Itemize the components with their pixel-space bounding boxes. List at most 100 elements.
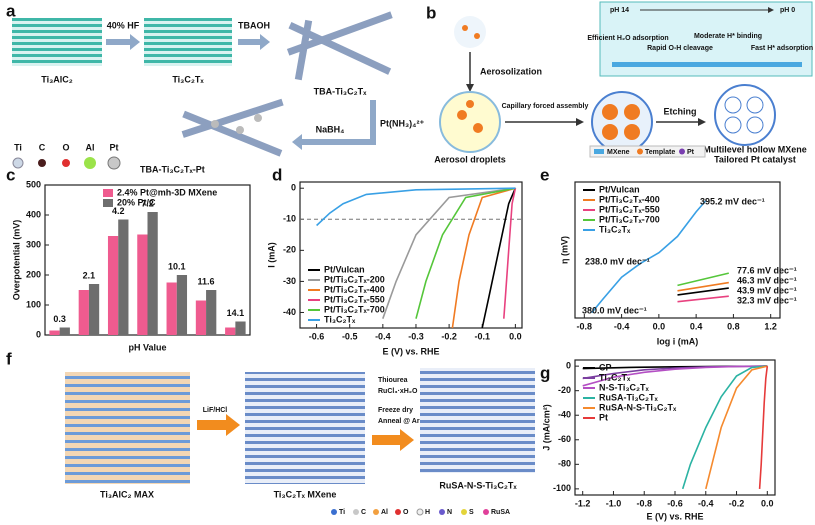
legend-label: Pt [687,149,695,156]
panel-letter: a [6,1,16,20]
legend-label: O [62,142,69,152]
bar [88,284,100,335]
plot-frame [574,181,781,319]
x-tick-label: -0.2 [441,331,457,341]
legend-label: S [469,509,474,516]
series-line [677,295,729,303]
legend-label: 2.4% Pt@mh-3D MXene [117,187,217,197]
legend-label: O [403,509,409,516]
label: Etching [664,106,697,116]
label: Capillary forced assembly [502,103,589,110]
chart-bar: c pH Value Overpotential (mV) 0 100 200 300 400… [6,165,251,352]
series-line [677,287,729,296]
panel-a: a Ti₃AlC₂ 40% HF Ti₃C₂Tₓ TBAOH TBA-Ti₃C₂… [6,1,424,174]
legend-label: Pt [599,412,608,422]
y-tick-label: -40 [283,307,296,317]
y-axis-label: J (mA/cm²) [541,404,551,451]
label: RuCl₃·xH₂O [378,388,418,395]
product-block [420,368,535,473]
label: TBA-Ti₃C₂Tₓ [314,86,367,96]
series-line [677,272,729,287]
label: Ti₃C₂Tₓ MXene [274,489,337,499]
chart-line: e log i (mA) η (mV) -0.8 -0.4 0.0 0.4 0.8 1.2 395… [540,165,797,346]
droplet [454,16,486,48]
bar [49,330,60,335]
bar [206,290,217,335]
series-line [382,187,516,319]
arrow-head [260,34,270,50]
series-line [681,365,768,490]
panel-letter: d [272,165,282,184]
legend-label: Al [381,509,388,516]
x-tick-label: -0.8 [577,321,593,331]
legend-label: N [447,509,452,516]
bar [59,327,70,335]
label: Thiourea [378,377,408,384]
x-tick-label: 0.0 [509,331,522,341]
y-tick-label: -20 [558,385,571,395]
panel-letter: e [540,165,549,184]
label: Ti₃AlC₂ [41,74,73,84]
legend-label: MXene [607,149,630,156]
inset-label: Efficient H₂O adsorption [587,35,668,42]
x-tick-label: -0.1 [474,331,490,341]
template [462,25,468,31]
bar [147,212,158,335]
label: Tailored Pt catalyst [714,154,796,164]
y-tick-label: 100 [26,299,41,309]
legend-label: N-S-Ti₃C₂Tₓ [599,382,649,392]
hollow-mxene [714,84,776,146]
layered-block [12,18,102,66]
x-tick-label: -1.0 [606,498,622,508]
x-tick-label: 0.0 [761,498,774,508]
panel-b: b Aerosolization Aerosol droplets Capill… [426,1,813,164]
x-tick-label: 0.4 [690,321,703,331]
legend-label: Ti [14,142,22,152]
x-tick-label: -0.4 [614,321,630,331]
chart-line: g E (V) vs. RHE J (mA/cm²) 0 -20 -40 -60 -80 -10… [540,359,776,521]
inset-label: Moderate H* binding [694,33,762,40]
label: Freeze dry [378,407,413,414]
panel-letter: c [6,165,15,184]
x-tick-label: -0.3 [408,331,424,341]
charts: c pH Value Overpotential (mV) 0 100 200 300 400… [6,165,797,521]
bar [118,219,129,335]
x-tick-label: 1.2 [764,321,777,331]
y-tick-label: -20 [283,245,296,255]
legend-label: C [361,509,366,516]
series-line [481,187,517,329]
x-tick-label: -0.2 [729,498,745,508]
legend-label: RuSA [491,509,510,516]
annotation: 395.2 mV dec⁻¹ [700,196,765,206]
x-tick-label: 0.0 [653,321,666,331]
legend-swatch [679,148,685,155]
legend-label: CP [599,362,612,372]
x-axis-label: log i (mA) [657,336,699,346]
label: Aerosolization [480,66,542,76]
panel-letter: g [540,363,550,382]
legend-swatch [594,149,604,154]
label: Aerosol droplets [434,154,506,164]
y-tick-label: 300 [26,239,41,249]
series-line [415,187,516,319]
arrow-head [400,429,414,451]
legend-swatch [103,189,113,197]
label: LiF/HCl [203,407,228,414]
mxene-layer [612,62,802,67]
legend-label: C [39,142,46,152]
y-axis-label: η (mV) [559,236,569,264]
legend-label: Pt [110,142,119,152]
x-tick-label: -0.4 [375,331,391,341]
series-line [591,200,707,314]
y-tick-label: 400 [26,209,41,219]
series-line [451,187,516,329]
bar [107,236,119,335]
annotation: 43.9 mV dec⁻¹ [737,285,797,295]
x-tick-label: -0.5 [342,331,358,341]
y-tick-label: -100 [553,483,571,493]
legend-label: Pt/Ti₃C₂Tₓ-400 [324,284,385,294]
panel-letter: b [426,3,436,22]
category-label: 7.2 [141,198,154,208]
legend-box [589,145,706,158]
legend-label: Pt/Ti₃C₂Tₓ-700 [324,304,385,314]
